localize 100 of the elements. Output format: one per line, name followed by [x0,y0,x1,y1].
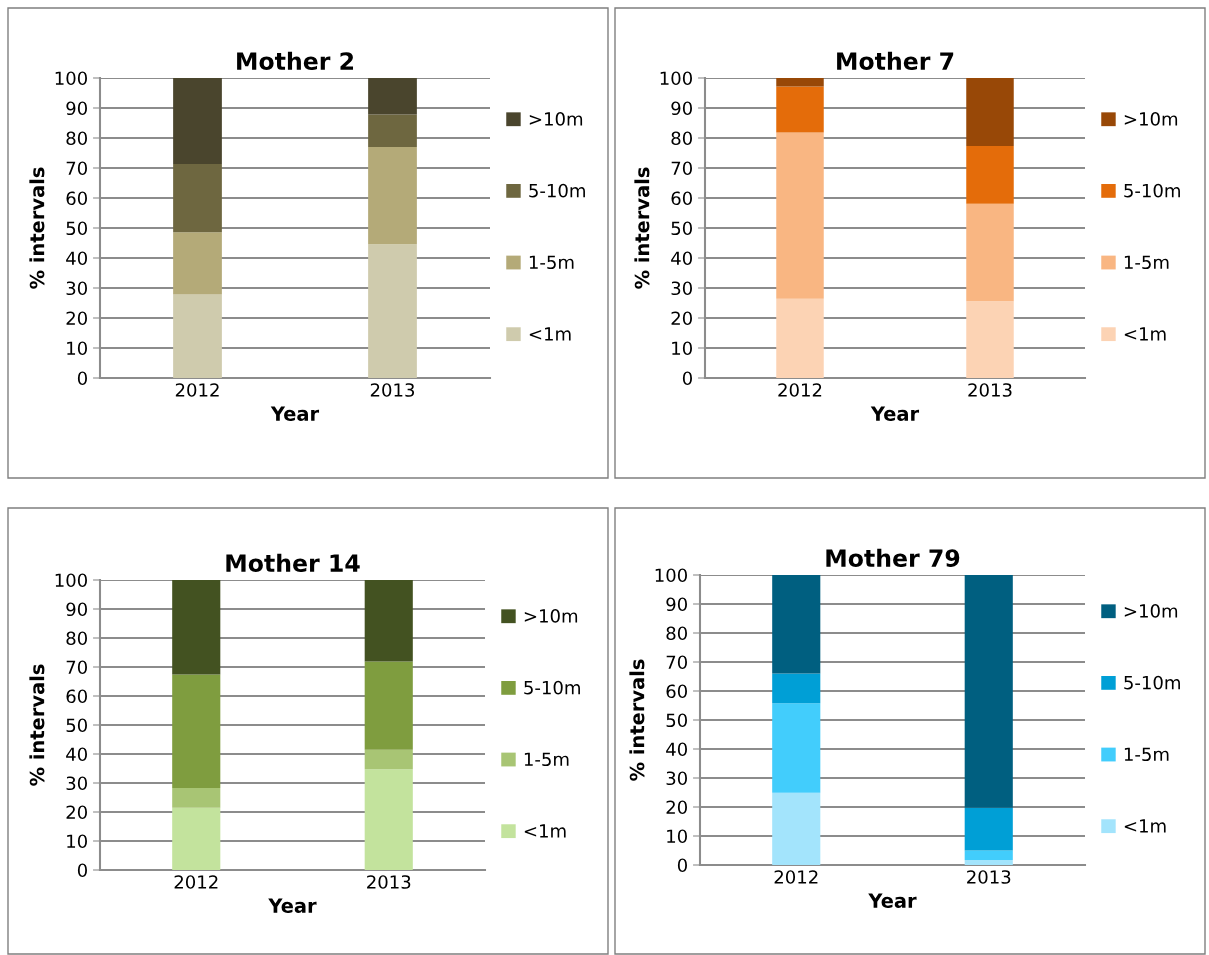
bar [964,850,1013,861]
chart-title: Mother 2 [237,51,354,70]
legend-label: 5-10m [1124,675,1180,690]
x-tick-label: 2012 [774,870,818,884]
bar [364,580,413,662]
x-tick-label: 2013 [968,383,1012,397]
x-tick-label: 2013 [967,870,1011,884]
legend-label: >10m [524,609,578,623]
legend-label: 5-10m [524,680,580,695]
bar [172,674,221,788]
legend-label: 5-10m [529,183,585,198]
y-tick-label: 50 [666,713,687,728]
x-axis-title: Year [868,893,917,908]
y-tick-label: 100 [660,71,692,86]
bar [776,86,824,133]
bar [776,298,824,378]
y-tick-label: 10 [67,341,87,356]
y-tick-label: 40 [671,251,692,266]
bar [966,301,1014,378]
bar [364,661,413,750]
bar [173,164,222,233]
bar [964,860,1013,865]
y-tick-label: 50 [66,221,87,236]
y-tick-label: 10 [667,829,687,844]
legend-label: 1-5m [1124,747,1169,762]
y-tick-label: 20 [66,311,87,326]
legend-label: 1-5m [1124,255,1169,270]
bar [964,575,1013,808]
bar [772,673,821,704]
y-tick-label: 10 [67,834,87,849]
y-tick-label: 40 [666,742,687,757]
bar [776,78,824,87]
bar [172,787,221,808]
y-tick-label: 80 [66,131,87,146]
y-tick-label: 90 [671,101,692,116]
bar [964,807,1013,851]
y-axis-title: % intervals [29,664,45,786]
bar [172,807,221,870]
bar [776,132,824,299]
bar [368,114,417,147]
y-tick-label: 90 [666,597,687,612]
x-tick-label: 2012 [778,383,822,397]
bar [368,244,417,378]
y-tick-label: 100 [655,568,687,583]
y-tick-label: 0 [77,863,87,878]
y-tick-label: 50 [66,718,87,733]
y-axis-title: % intervals [29,167,45,289]
chart-title: Mother 7 [837,51,954,70]
bar [364,749,413,770]
x-tick-label: 2012 [174,875,218,889]
legend-label: >10m [1124,112,1178,126]
legend-label: <1m [524,824,566,838]
x-axis-title: Year [268,898,317,913]
y-tick-label: 40 [66,747,87,762]
bar [173,294,222,378]
y-tick-label: 10 [672,341,692,356]
legend-label: 1-5m [524,752,569,767]
y-tick-label: 30 [66,776,87,791]
y-tick-label: 60 [671,191,692,206]
y-tick-label: 80 [671,131,692,146]
bar [368,78,417,115]
bar [368,147,417,245]
bar [772,792,821,865]
y-tick-label: 70 [66,161,87,176]
y-tick-label: 70 [66,660,87,675]
y-tick-label: 60 [666,684,687,699]
y-tick-label: 0 [677,858,687,873]
y-tick-label: 70 [666,655,687,670]
legend-label: <1m [1124,327,1166,341]
legend-label: >10m [1124,604,1178,618]
y-tick-label: 60 [66,191,87,206]
legend-label: <1m [529,327,571,341]
y-tick-label: 20 [671,311,692,326]
y-axis-title: % intervals [629,659,645,781]
y-tick-label: 90 [66,602,87,617]
y-tick-label: 100 [55,71,87,86]
x-axis-title: Year [270,406,320,421]
y-tick-label: 100 [55,573,87,588]
y-tick-label: 0 [77,371,87,386]
chart-title: Mother 14 [226,553,360,572]
y-tick-label: 20 [66,805,87,820]
legend-label: >10m [529,112,583,126]
y-tick-label: 80 [66,631,87,646]
y-tick-label: 20 [666,800,687,815]
x-tick-label: 2013 [370,383,415,397]
y-tick-label: 0 [682,371,692,386]
x-axis-title: Year [870,406,920,421]
x-tick-label: 2012 [175,383,219,397]
bar [364,769,413,870]
legend-label: <1m [1124,819,1166,833]
y-tick-label: 70 [671,161,692,176]
legend-label: 5-10m [1124,183,1180,198]
x-tick-label: 2013 [367,875,411,889]
bar [173,232,222,295]
y-axis-title: % intervals [634,167,650,289]
y-tick-label: 50 [671,221,692,236]
y-tick-label: 90 [66,101,87,116]
chart-title: Mother 79 [826,548,960,567]
bar [966,146,1014,204]
y-tick-label: 30 [666,771,687,786]
